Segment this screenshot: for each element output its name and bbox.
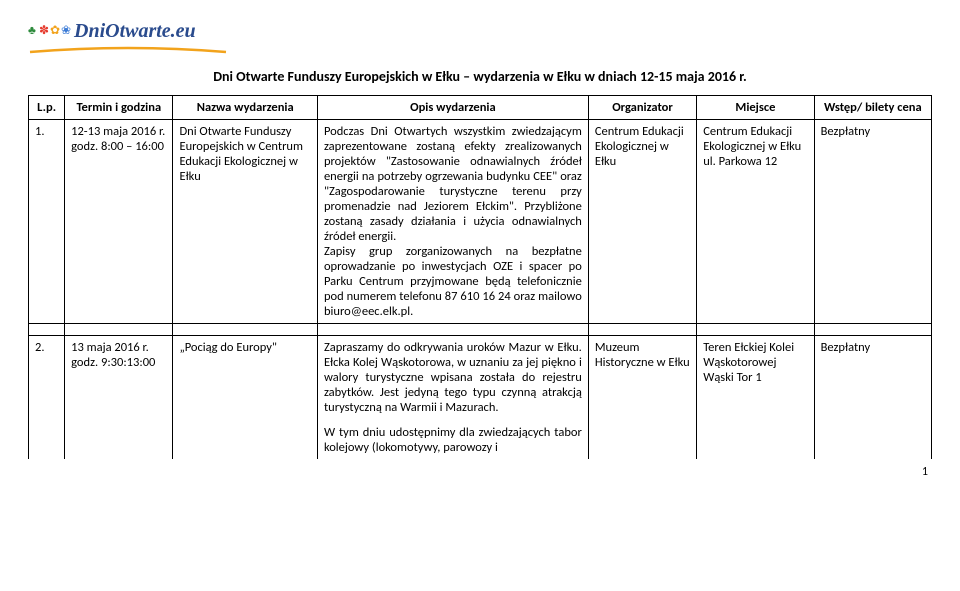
events-table: L.p. Termin i godzina Nazwa wydarzenia O… xyxy=(28,95,932,459)
col-price: Wstęp/ bilety cena xyxy=(814,96,931,120)
cell-org: Muzeum Historyczne w Ełku xyxy=(588,336,696,460)
cell-price: Bezpłatny xyxy=(814,336,931,460)
cell-place: Teren Ełckiej Kolei Wąskotorowej Wąski T… xyxy=(697,336,814,460)
table-row: 1. 12-13 maja 2016 r. godz. 8:00 – 16:00… xyxy=(29,120,932,324)
col-place: Miejsce xyxy=(697,96,814,120)
page-title: Dni Otwarte Funduszy Europejskich w Ełku… xyxy=(28,68,932,85)
desc-p1: Podczas Dni Otwartych wszystkim zwiedzaj… xyxy=(324,124,582,244)
logo-shapes: ♣ ✽ ✿ ❀ xyxy=(28,27,70,36)
logo: ♣ ✽ ✿ ❀ DniOtwarte.eu xyxy=(28,20,196,43)
logo-block: ♣ ✽ ✿ ❀ DniOtwarte.eu xyxy=(28,20,932,43)
col-title: Nazwa wydarzenia xyxy=(173,96,317,120)
logo-text: DniOtwarte.eu xyxy=(74,20,196,43)
desc-p2: W tym dniu udostępnimy dla zwiedzających… xyxy=(324,425,582,455)
logo-shape-4: ❀ xyxy=(61,27,70,36)
col-lp: L.p. xyxy=(29,96,65,120)
cell-desc: Podczas Dni Otwartych wszystkim zwiedzaj… xyxy=(317,120,588,324)
cell-title: Dni Otwarte Funduszy Europejskich w Cent… xyxy=(173,120,317,324)
table-header-row: L.p. Termin i godzina Nazwa wydarzenia O… xyxy=(29,96,932,120)
logo-shape-3: ✿ xyxy=(50,27,59,36)
cell-org: Centrum Edukacji Ekologicznej w Ełku xyxy=(588,120,696,324)
logo-shape-2: ✽ xyxy=(39,27,48,36)
desc-p1: Zapraszamy do odkrywania uroków Mazur w … xyxy=(324,340,582,415)
page-number: 1 xyxy=(28,465,932,479)
place-line2: ul. Parkowa 12 xyxy=(703,154,807,169)
desc-p2: Zapisy grup zorganizowanych na bezpłatne… xyxy=(324,244,582,319)
col-org: Organizator xyxy=(588,96,696,120)
cell-when: 12-13 maja 2016 r. godz. 8:00 – 16:00 xyxy=(65,120,173,324)
cell-title: „Pociąg do Europy" xyxy=(173,336,317,460)
cell-lp: 2. xyxy=(29,336,65,460)
place-line1: Teren Ełckiej Kolei Wąskotorowej Wąski T… xyxy=(703,340,807,385)
cell-desc: Zapraszamy do odkrywania uroków Mazur w … xyxy=(317,336,588,460)
cell-place: Centrum Edukacji Ekologicznej w Ełku ul.… xyxy=(697,120,814,324)
col-desc: Opis wydarzenia xyxy=(317,96,588,120)
logo-shape-1: ♣ xyxy=(28,27,37,36)
table-row-spacer xyxy=(29,324,932,336)
place-line1: Centrum Edukacji Ekologicznej w Ełku xyxy=(703,124,807,154)
col-when: Termin i godzina xyxy=(65,96,173,120)
cell-when: 13 maja 2016 r. godz. 9:30:13:00 xyxy=(65,336,173,460)
table-row: 2. 13 maja 2016 r. godz. 9:30:13:00 „Poc… xyxy=(29,336,932,460)
cell-lp: 1. xyxy=(29,120,65,324)
cell-price: Bezpłatny xyxy=(814,120,931,324)
logo-underline xyxy=(28,46,228,56)
